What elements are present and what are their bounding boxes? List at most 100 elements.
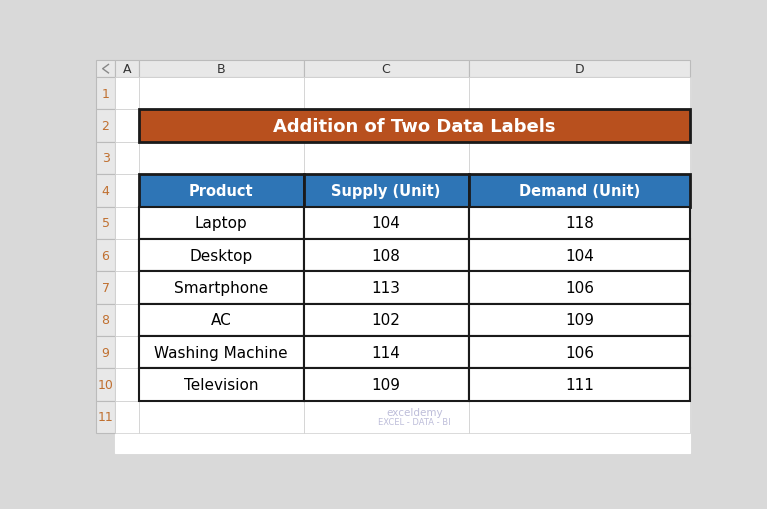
- Bar: [139, 143, 304, 175]
- Text: 118: 118: [565, 216, 594, 231]
- Text: D: D: [574, 63, 584, 76]
- Bar: [304, 304, 469, 336]
- Text: AC: AC: [211, 313, 232, 328]
- Text: EXCEL - DATA - BI: EXCEL - DATA - BI: [378, 418, 451, 427]
- Text: 1: 1: [101, 88, 110, 101]
- Bar: [469, 143, 690, 175]
- Bar: [96, 336, 115, 369]
- Bar: [96, 61, 115, 78]
- Bar: [115, 239, 139, 272]
- Text: 3: 3: [101, 152, 110, 165]
- Bar: [304, 207, 469, 239]
- Text: A: A: [123, 63, 131, 76]
- Text: Addition of Two Data Labels: Addition of Two Data Labels: [273, 118, 555, 135]
- Bar: [469, 61, 690, 78]
- Bar: [139, 61, 304, 78]
- Bar: [96, 207, 115, 239]
- Bar: [469, 207, 690, 239]
- Text: Desktop: Desktop: [189, 248, 252, 263]
- Bar: [304, 207, 469, 239]
- Bar: [304, 304, 469, 336]
- Bar: [96, 401, 115, 433]
- Bar: [304, 369, 469, 401]
- Bar: [469, 336, 690, 369]
- Text: 109: 109: [565, 313, 594, 328]
- Text: 108: 108: [372, 248, 400, 263]
- Text: 9: 9: [101, 346, 110, 359]
- Text: 102: 102: [372, 313, 400, 328]
- Text: 10: 10: [97, 378, 114, 391]
- Text: C: C: [382, 63, 390, 76]
- Bar: [469, 110, 690, 143]
- Bar: [469, 78, 690, 110]
- Text: Supply (Unit): Supply (Unit): [331, 183, 441, 199]
- Bar: [469, 369, 690, 401]
- Text: 7: 7: [101, 281, 110, 294]
- Bar: [96, 78, 115, 110]
- Bar: [115, 369, 139, 401]
- Text: 5: 5: [101, 217, 110, 230]
- Bar: [469, 272, 690, 304]
- Text: Demand (Unit): Demand (Unit): [518, 183, 640, 199]
- Bar: [96, 143, 115, 175]
- Bar: [115, 304, 139, 336]
- Bar: [96, 239, 115, 272]
- Text: 2: 2: [101, 120, 110, 133]
- Bar: [115, 401, 139, 433]
- Bar: [304, 110, 469, 143]
- Bar: [469, 401, 690, 433]
- Bar: [115, 175, 139, 207]
- Bar: [304, 78, 469, 110]
- Bar: [139, 207, 304, 239]
- Bar: [139, 78, 304, 110]
- Text: 6: 6: [101, 249, 110, 262]
- Bar: [96, 110, 115, 143]
- Bar: [469, 272, 690, 304]
- Text: 11: 11: [97, 410, 114, 423]
- Bar: [96, 272, 115, 304]
- Bar: [304, 143, 469, 175]
- Bar: [469, 239, 690, 272]
- Bar: [115, 207, 139, 239]
- Bar: [304, 369, 469, 401]
- Bar: [115, 272, 139, 304]
- Bar: [139, 207, 304, 239]
- Text: 114: 114: [372, 345, 400, 360]
- Text: 109: 109: [372, 377, 400, 392]
- Text: Television: Television: [184, 377, 258, 392]
- Bar: [304, 61, 469, 78]
- Bar: [304, 401, 469, 433]
- Text: Product: Product: [189, 183, 253, 199]
- Bar: [139, 304, 304, 336]
- Bar: [469, 304, 690, 336]
- Bar: [139, 304, 304, 336]
- Bar: [115, 336, 139, 369]
- Bar: [139, 110, 690, 143]
- Bar: [96, 304, 115, 336]
- Bar: [469, 207, 690, 239]
- Bar: [304, 272, 469, 304]
- Text: Washing Machine: Washing Machine: [154, 345, 288, 360]
- Text: 104: 104: [372, 216, 400, 231]
- Bar: [96, 369, 115, 401]
- Text: 104: 104: [565, 248, 594, 263]
- Text: Smartphone: Smartphone: [174, 280, 268, 295]
- Text: exceldemy: exceldemy: [386, 407, 443, 417]
- Bar: [304, 272, 469, 304]
- Text: 106: 106: [565, 345, 594, 360]
- Bar: [139, 110, 304, 143]
- Text: 106: 106: [565, 280, 594, 295]
- Bar: [304, 175, 469, 207]
- Bar: [139, 336, 304, 369]
- Bar: [304, 239, 469, 272]
- Bar: [139, 272, 304, 304]
- Bar: [469, 336, 690, 369]
- Bar: [139, 336, 304, 369]
- Bar: [304, 175, 469, 207]
- Bar: [139, 175, 304, 207]
- Bar: [139, 239, 304, 272]
- Text: B: B: [217, 63, 225, 76]
- Text: 113: 113: [372, 280, 400, 295]
- Text: Laptop: Laptop: [195, 216, 248, 231]
- Text: 8: 8: [101, 314, 110, 327]
